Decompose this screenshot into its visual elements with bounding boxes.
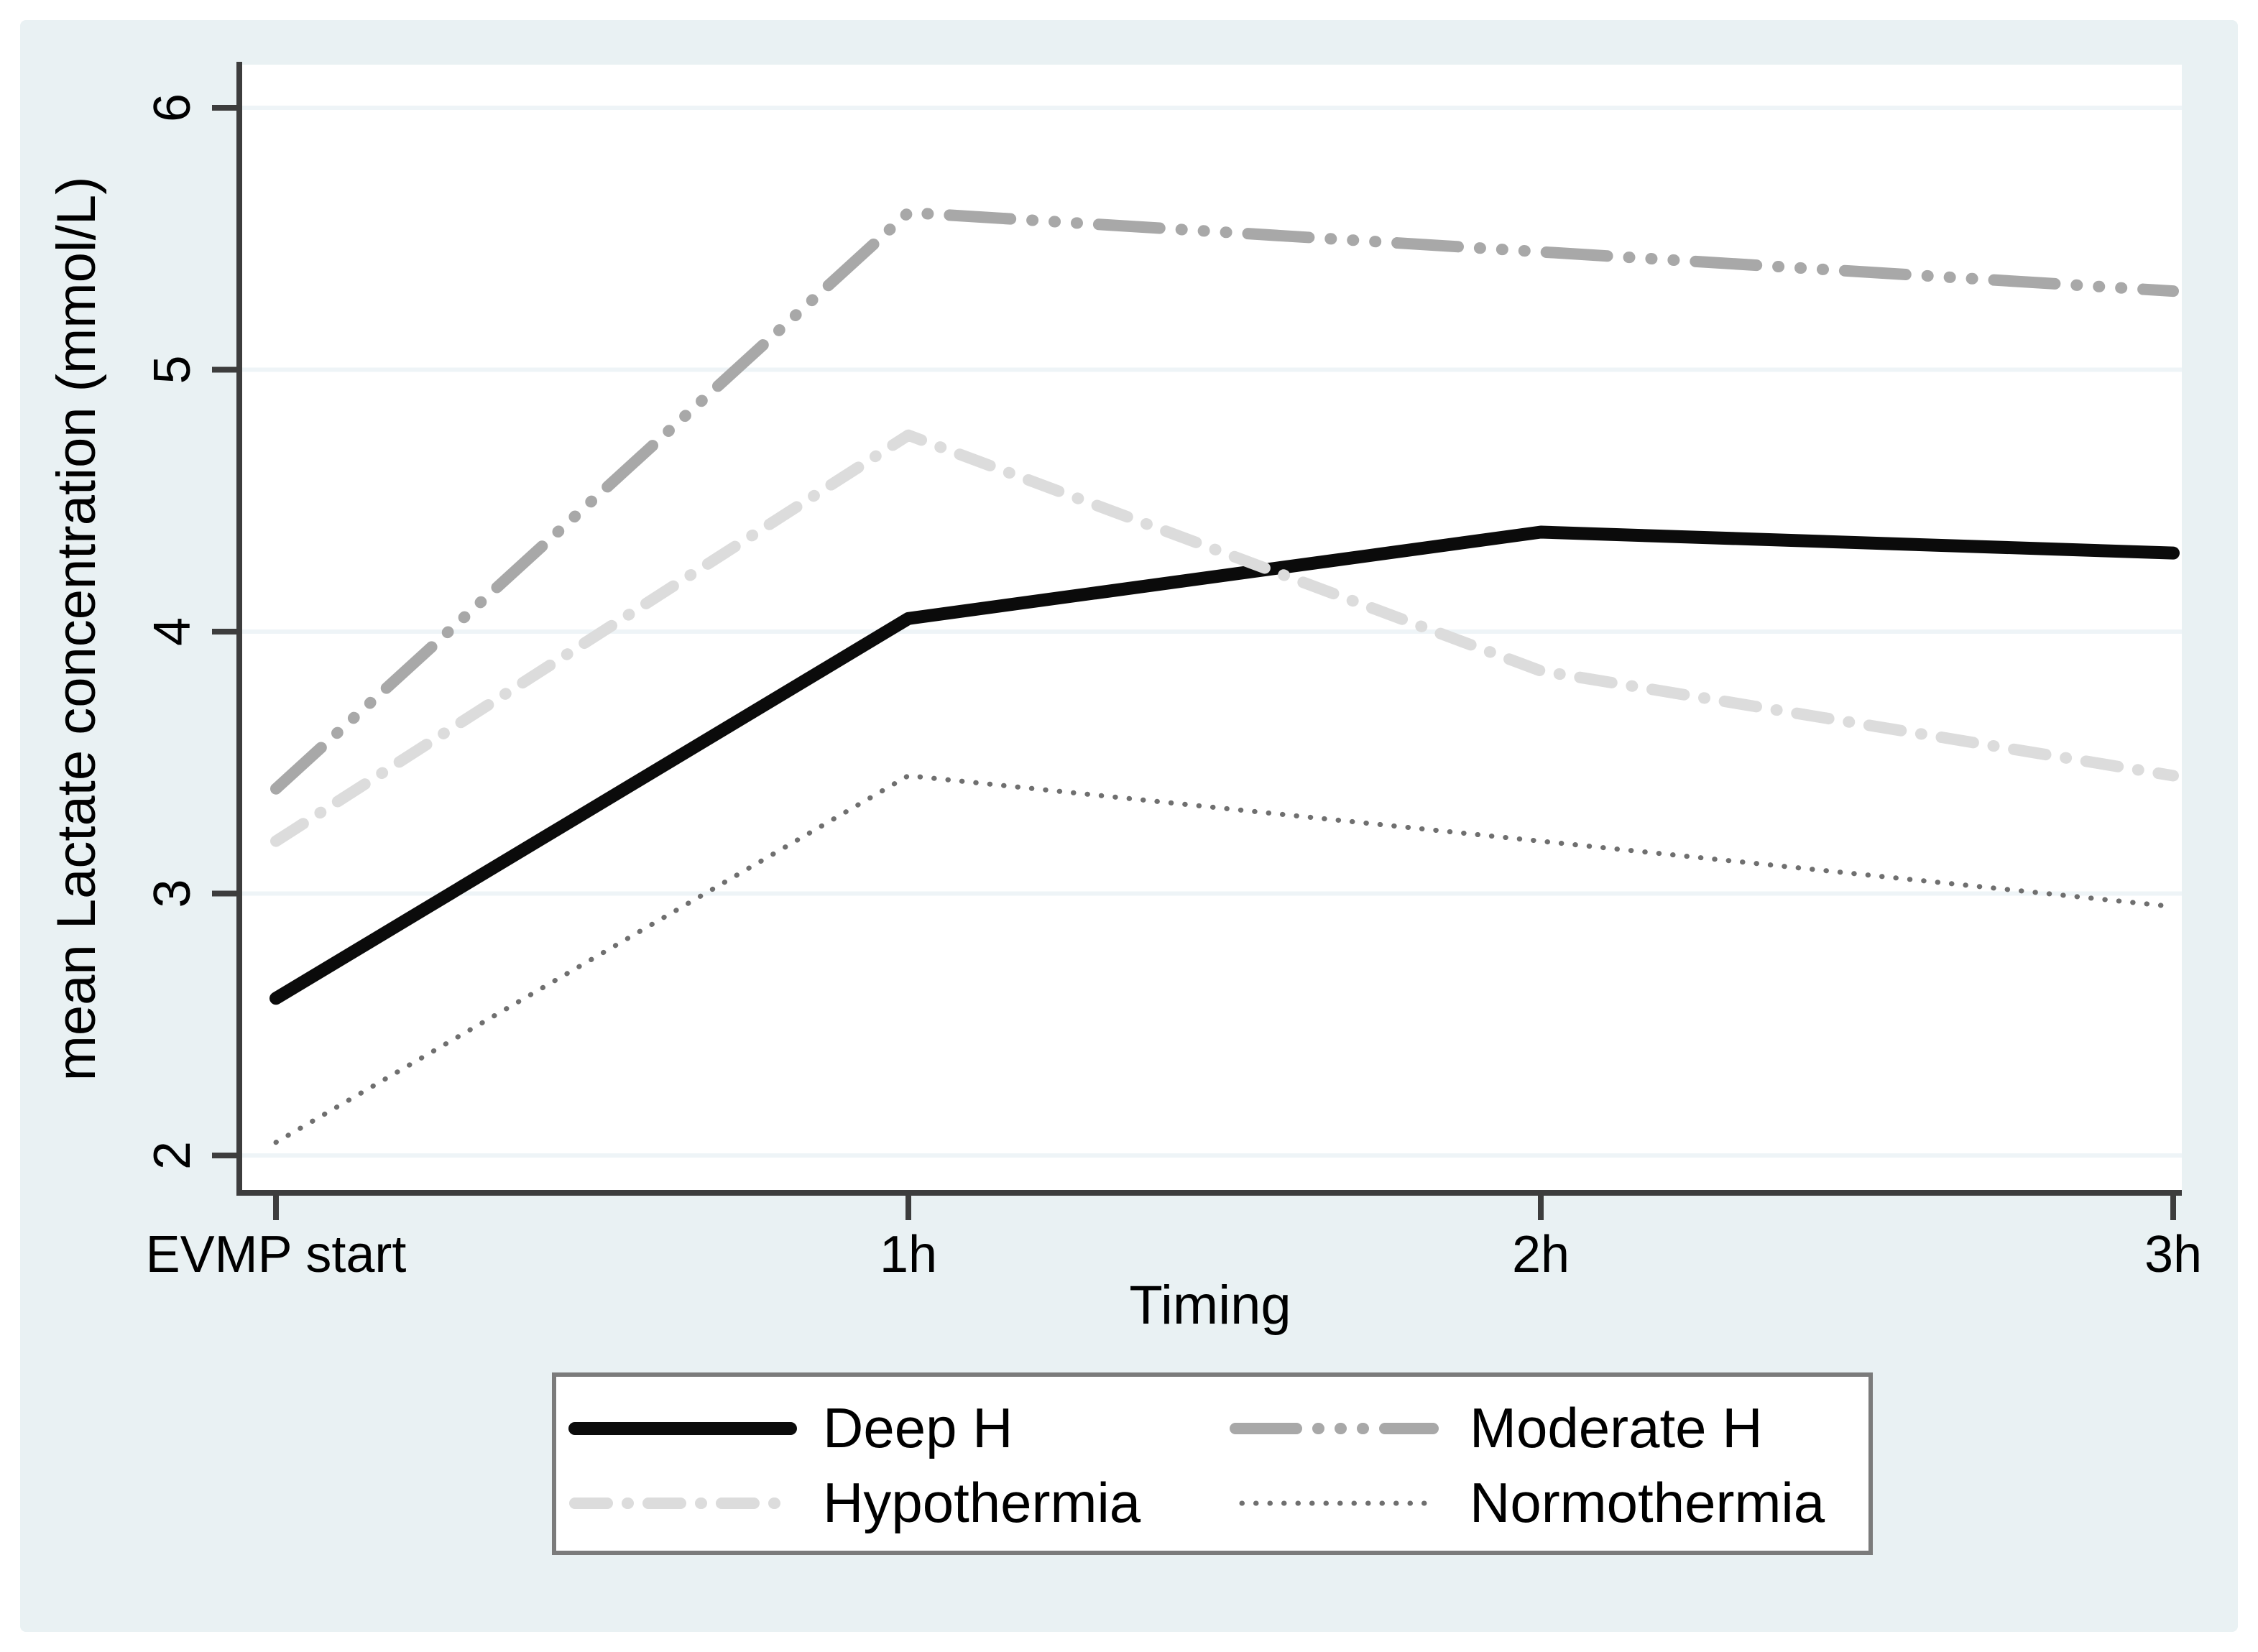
y-tick-label-5: 5 <box>144 355 201 384</box>
y-tick-label-2: 2 <box>144 1141 201 1170</box>
series-line-hypothermia <box>270 429 2179 847</box>
x-tick-label-2: 2h <box>1512 1226 1570 1283</box>
y-axis-title: mean Lactate concentration (mmol/L) <box>46 177 107 1081</box>
series-line-normothermia <box>273 772 2176 1145</box>
legend-label-normothermia: Normothermia <box>1470 1471 1825 1534</box>
x-tick-label-0: EVMP start <box>146 1226 407 1283</box>
legend-label-moderate-h: Moderate H <box>1470 1396 1763 1459</box>
plot-area <box>239 65 2182 1193</box>
series-line-moderate-h <box>270 206 2179 795</box>
y-tick-label-3: 3 <box>144 879 201 908</box>
y-tick-label-6: 6 <box>144 93 201 122</box>
legend-label-deep-h: Deep H <box>823 1396 1013 1459</box>
x-tick-label-3: 3h <box>2144 1226 2202 1283</box>
x-axis-title: Timing <box>1129 1275 1291 1336</box>
legend: Deep H Moderate H Hypothermia Normotherm… <box>552 1372 1873 1555</box>
y-tick-label-4: 4 <box>144 617 201 646</box>
legend-box <box>552 1372 1873 1555</box>
series-line-deep-h <box>269 525 2180 1005</box>
x-tick-label-1: 1h <box>880 1226 937 1283</box>
legend-label-hypothermia: Hypothermia <box>823 1471 1141 1534</box>
